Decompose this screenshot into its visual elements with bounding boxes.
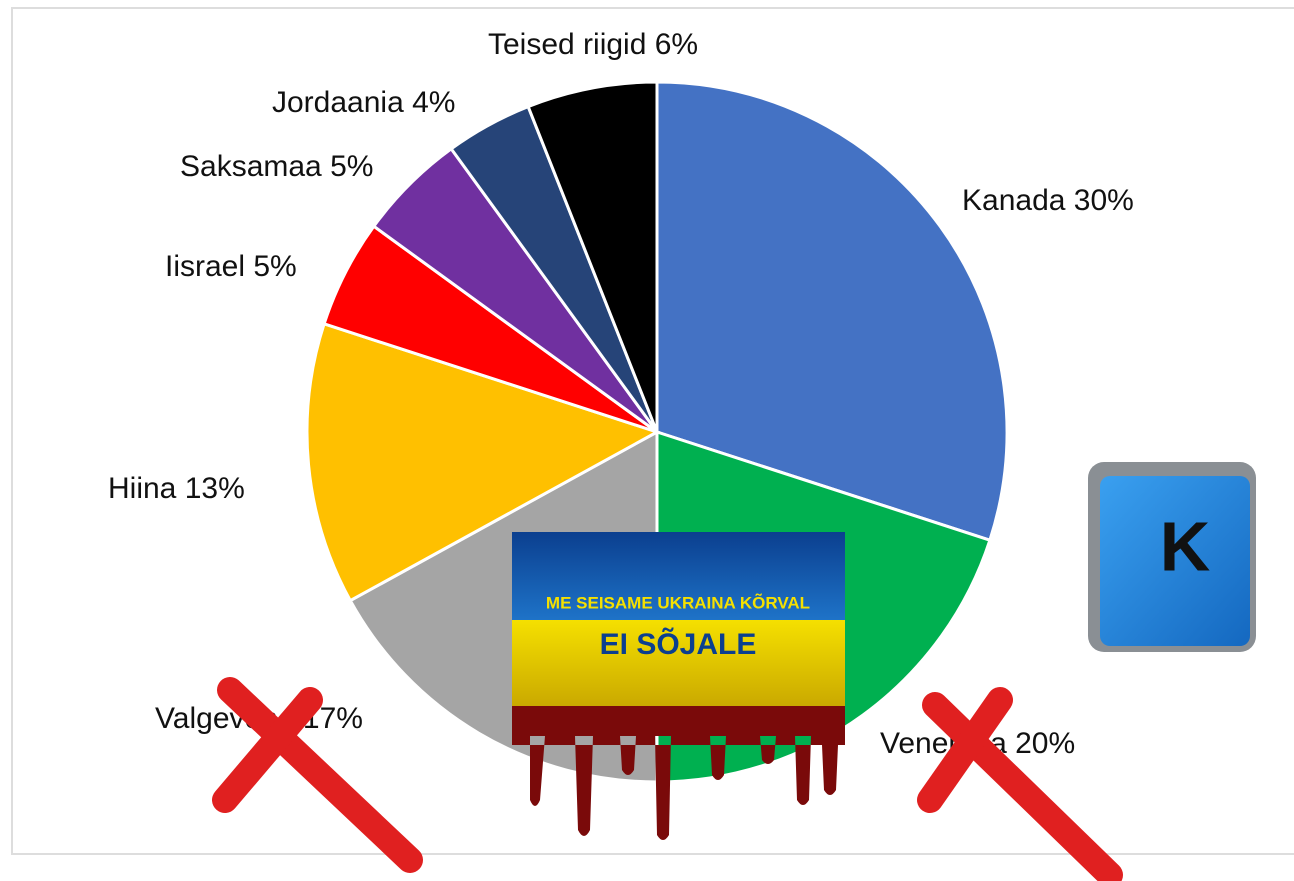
pie-slice bbox=[526, 80, 659, 433]
cross bbox=[212, 677, 1123, 881]
slice-label: Saksamaa 5% bbox=[180, 150, 373, 183]
slice-label: Jordaania 4% bbox=[272, 86, 455, 119]
banner-text: ME SEISAME UKRAINA KÕRVAL bbox=[546, 592, 810, 612]
slice-label: Hiina 13% bbox=[108, 472, 245, 505]
pie-slice bbox=[655, 80, 1009, 543]
pie-slice bbox=[305, 321, 661, 603]
slice-label: Teised riigid 6% bbox=[488, 28, 698, 61]
k-icon: K bbox=[1030, 460, 1258, 656]
banner-slogan: EI SÕJALE bbox=[600, 627, 757, 661]
slice-label: Iisrael 5% bbox=[165, 250, 297, 283]
banner: ME SEISAME UKRAINA KÕRVAL EI SÕJALE bbox=[512, 532, 845, 840]
k-letter: K bbox=[1160, 507, 1211, 585]
slice-label: Kanada 30% bbox=[962, 184, 1134, 217]
